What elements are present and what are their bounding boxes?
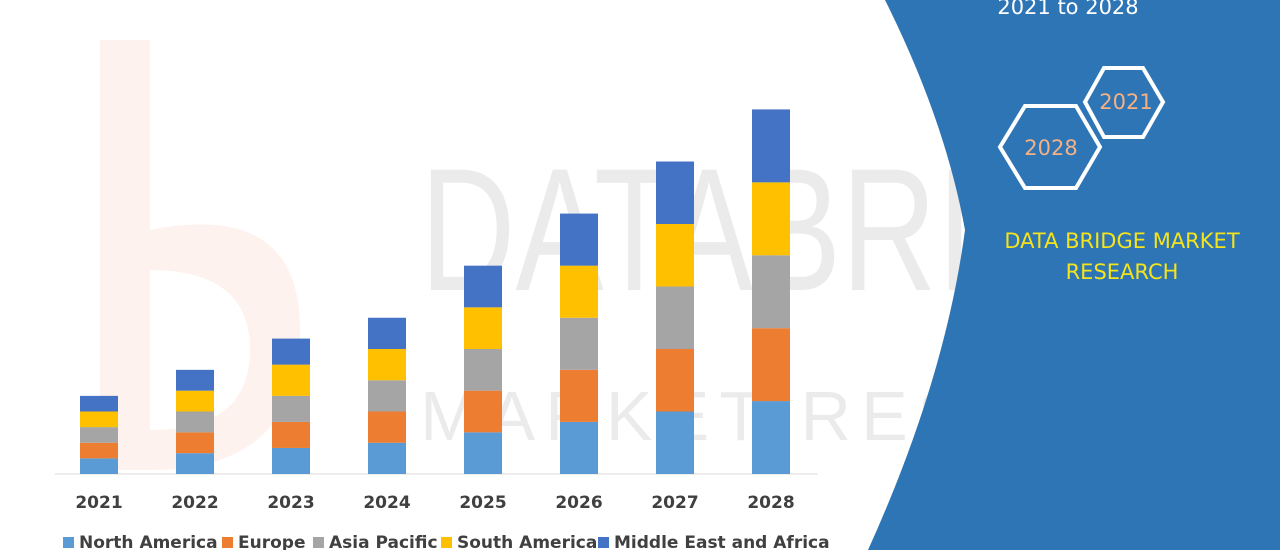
brand-name-line1: DATA BRIDGE MARKET: [1004, 229, 1239, 253]
bar-segment-asia-pacific-2023: [272, 395, 310, 422]
legend-swatch-south-america: [441, 537, 452, 548]
x-tick-label-2021: 2021: [75, 493, 122, 513]
x-tick-label-2023: 2023: [267, 493, 314, 513]
legend-swatch-europe: [222, 537, 233, 548]
bar-segment-asia-pacific-2025: [464, 349, 502, 391]
bar-segment-south-america-2028: [752, 182, 790, 256]
bar-segment-south-america-2026: [560, 265, 598, 318]
bar-segment-north-america-2025: [464, 432, 502, 474]
brand-name-line2: RESEARCH: [1066, 260, 1179, 284]
bar-segment-middle-east-and-africa-2021: [80, 395, 118, 412]
hexagon-end-year-label: 2028: [1024, 136, 1077, 160]
bar-segment-south-america-2023: [272, 364, 310, 396]
bar-segment-asia-pacific-2021: [80, 427, 118, 443]
bar-segment-middle-east-and-africa-2024: [368, 317, 406, 349]
bar-segment-north-america-2028: [752, 401, 790, 474]
bar-segment-south-america-2022: [176, 390, 214, 412]
legend-swatch-middle-east-and-africa: [598, 537, 609, 548]
x-axis-tick-labels: 2021 2022 2023 2024 2025 2026 2027 2028: [75, 493, 794, 513]
watermark-logo: [100, 40, 300, 470]
x-tick-label-2024: 2024: [363, 493, 410, 513]
bar-segment-middle-east-and-africa-2022: [176, 369, 214, 391]
bar-segment-asia-pacific-2028: [752, 255, 790, 329]
side-panel-background: [868, 0, 1280, 550]
bar-segment-europe-2027: [656, 349, 694, 412]
side-panel: 2021 to 2028 2021 2028 DATA BRIDGE MARKE…: [868, 0, 1280, 550]
legend-label-europe: Europe: [238, 533, 305, 550]
bar-segment-south-america-2025: [464, 307, 502, 349]
x-tick-label-2028: 2028: [747, 493, 794, 513]
hexagon-end-year: [997, 104, 1103, 190]
x-tick-label-2026: 2026: [555, 493, 602, 513]
bar-segment-europe-2026: [560, 369, 598, 422]
legend-swatch-asia-pacific: [313, 537, 324, 548]
bar-segment-middle-east-and-africa-2026: [560, 213, 598, 266]
bar-segment-asia-pacific-2024: [368, 380, 406, 412]
bar-segment-north-america-2026: [560, 421, 598, 474]
bar-segment-europe-2024: [368, 411, 406, 443]
legend-swatch-north-america: [63, 537, 74, 548]
bar-segment-north-america-2023: [272, 447, 310, 474]
bar-segment-asia-pacific-2027: [656, 286, 694, 349]
bar-segment-north-america-2022: [176, 453, 214, 474]
bar-segment-south-america-2021: [80, 411, 118, 428]
plot-area: 2021 2022 2023 2024 2025 2026 2027 2028: [55, 109, 818, 513]
bar-segment-north-america-2021: [80, 458, 118, 474]
bar-segment-middle-east-and-africa-2027: [656, 161, 694, 224]
bar-segment-middle-east-and-africa-2023: [272, 338, 310, 365]
legend-label-south-america: South America: [457, 533, 597, 550]
hexagon-start-year: [1082, 66, 1166, 139]
x-tick-label-2027: 2027: [651, 493, 698, 513]
bar-segment-middle-east-and-africa-2025: [464, 265, 502, 308]
x-tick-label-2025: 2025: [459, 493, 506, 513]
legend-label-middle-east-and-africa: Middle East and Africa: [614, 533, 830, 550]
legend: North America Europe Asia Pacific South Ame…: [63, 533, 830, 550]
bar-segment-europe-2022: [176, 432, 214, 454]
bar-segment-europe-2025: [464, 390, 502, 433]
bar-stacks: [80, 109, 790, 474]
bar-segment-europe-2021: [80, 442, 118, 459]
bar-segment-north-america-2027: [656, 411, 694, 474]
bar-segment-south-america-2024: [368, 349, 406, 381]
bar-segment-asia-pacific-2022: [176, 411, 214, 433]
bar-segment-asia-pacific-2026: [560, 317, 598, 370]
x-tick-label-2022: 2022: [171, 493, 218, 513]
bar-segment-europe-2023: [272, 421, 310, 448]
bar-segment-europe-2028: [752, 328, 790, 402]
bar-segment-middle-east-and-africa-2028: [752, 109, 790, 183]
hexagon-start-year-label: 2021: [1099, 90, 1152, 114]
legend-label-north-america: North America: [79, 533, 218, 550]
bar-segment-north-america-2024: [368, 442, 406, 474]
bar-segment-south-america-2027: [656, 224, 694, 287]
forecast-period-text: 2021 to 2028: [997, 0, 1138, 19]
legend-label-asia-pacific: Asia Pacific: [329, 533, 438, 550]
